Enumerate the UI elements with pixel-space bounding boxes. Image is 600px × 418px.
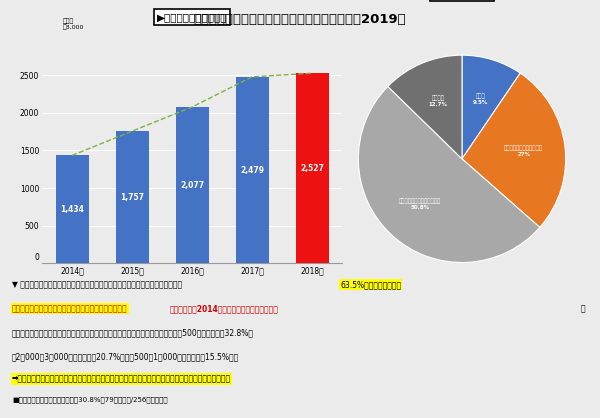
Text: 0: 0 — [34, 253, 39, 262]
Text: 十分だ
9.5%: 十分だ 9.5% — [473, 94, 488, 105]
Text: 都: 都 — [580, 304, 585, 314]
Text: ▼ 本実態調査は、私が社会情報大学院大学の修士論文で発表。我孫子市を含め、: ▼ 本実態調査は、私が社会情報大学院大学の修士論文で発表。我孫子市を含め、 — [12, 280, 182, 289]
Text: （58/98市区町村）58市区町村（41市8区8町1村）: （58/98市区町村）58市区町村（41市8区8町1村） — [177, 417, 296, 418]
Text: （万円
）3,000: （万円 ）3,000 — [63, 18, 85, 30]
Wedge shape — [358, 87, 540, 263]
Bar — [56, 155, 89, 263]
Text: 63.5%の自治体で予算が: 63.5%の自治体で予算が — [340, 280, 401, 289]
Text: ■事務分掌でシティプロモーションを規定: ■事務分掌でシティプロモーションを規定 — [12, 417, 100, 418]
Text: ▶プロモーション予算額: ▶プロモーション予算額 — [157, 12, 227, 22]
Text: 自治体回収率59.1%: 自治体回収率59.1% — [111, 417, 159, 418]
Bar — [116, 131, 149, 263]
Text: 1,434: 1,434 — [60, 205, 84, 214]
Text: 「関東圈自治体シティプロモーション実態調査2019」: 「関東圈自治体シティプロモーション実態調査2019」 — [194, 13, 406, 25]
Text: 予算規模は、2014年から年々増加傾向である。: 予算規模は、2014年から年々増加傾向である。 — [169, 304, 278, 314]
Text: 「2，000～3，000万円未満」（20.7%）、「500～1，000万円未満」（15.5%）。: 「2，000～3，000万円未満」（20.7%）、「500～1，000万円未満」… — [12, 353, 239, 362]
Bar — [176, 107, 209, 263]
Text: 「どちらかと言えば、足りない」「足りない」と回答。: 「どちらかと言えば、足りない」「足りない」と回答。 — [12, 304, 128, 314]
Bar — [296, 73, 329, 263]
Text: 2,527: 2,527 — [300, 164, 324, 173]
Text: ■今回のアンケート調査回収率　30.8%（79市区町村/256市区町村）: ■今回のアンケート調査回収率 30.8%（79市区町村/256市区町村） — [12, 396, 167, 403]
Text: どちらかと言えば、十分だ
27%: どちらかと言えば、十分だ 27% — [504, 145, 543, 157]
Text: ➡各種広告媒体を利用した移住ＰＲを年間通じて、関東圈で継続するのは自治体単独では、非常に厳しい: ➡各種広告媒体を利用した移住ＰＲを年間通じて、関東圈で継続するのは自治体単独では… — [12, 375, 231, 384]
Wedge shape — [388, 55, 462, 159]
Wedge shape — [462, 73, 566, 227]
Wedge shape — [462, 55, 520, 159]
Text: どちらかと言えば、足りない
50.8%: どちらかと言えば、足りない 50.8% — [398, 199, 441, 210]
Text: 市規模が大きい自治体ほど予算額は多い傾向がみられる。必要な年間活動予算は「500万円未満」（32.8%）: 市規模が大きい自治体ほど予算額は多い傾向がみられる。必要な年間活動予算は「500… — [12, 329, 254, 338]
Text: 足りない
12.7%: 足りない 12.7% — [428, 96, 448, 107]
Text: 1,757: 1,757 — [120, 193, 144, 202]
Text: 2,077: 2,077 — [180, 181, 204, 190]
Text: 2,479: 2,479 — [240, 166, 264, 175]
Bar — [236, 77, 269, 263]
